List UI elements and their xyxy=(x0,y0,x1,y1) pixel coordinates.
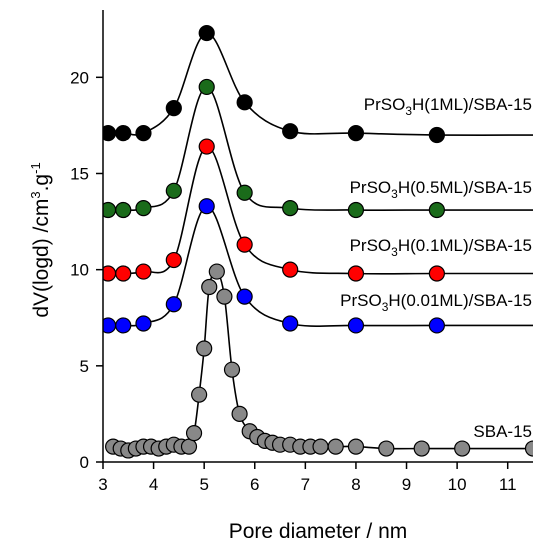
data-point-3-4 xyxy=(198,198,215,215)
data-point-2-6 xyxy=(282,261,299,278)
data-point-3-8 xyxy=(428,317,445,334)
data-point-1-2 xyxy=(135,200,152,217)
data-point-4-27 xyxy=(312,438,329,455)
series-line-0 xyxy=(108,32,533,136)
data-point-3-7 xyxy=(347,317,365,334)
data-point-2-7 xyxy=(347,265,365,282)
data-point-2-4 xyxy=(198,138,215,155)
data-point-2-5 xyxy=(236,236,253,253)
series-label-3: PrSO3H(0.01ML)/SBA-15 xyxy=(340,291,532,314)
labels-layer: Pore diameter / nm dV(logd) /cm3.g-1 PrSO3… xyxy=(28,93,533,543)
data-point-4-16 xyxy=(216,288,233,305)
data-point-4-13 xyxy=(196,340,213,357)
x-tick-label-3: 6 xyxy=(250,475,259,494)
series-layer xyxy=(103,24,533,459)
x-tick-label-2: 5 xyxy=(199,475,208,494)
y-tick-label-0: 0 xyxy=(80,453,89,472)
data-point-4-30 xyxy=(378,440,395,457)
data-point-0-1 xyxy=(115,125,132,142)
data-point-3-1 xyxy=(115,317,132,334)
x-tick-label-7: 10 xyxy=(448,475,467,494)
y-tick-label-4: 20 xyxy=(70,68,89,87)
x-tick-label-4: 7 xyxy=(301,475,310,494)
data-point-1-8 xyxy=(428,201,445,219)
x-tick-label-8: 11 xyxy=(499,475,517,494)
series-label-0: PrSO3H(1ML)/SBA-15 xyxy=(364,95,532,118)
data-point-3-2 xyxy=(135,315,152,332)
data-point-0-3 xyxy=(165,99,182,117)
data-point-3-6 xyxy=(282,315,299,332)
data-point-4-15 xyxy=(208,263,225,280)
data-point-4-31 xyxy=(413,440,430,457)
data-point-4-33 xyxy=(524,440,533,457)
data-point-1-6 xyxy=(282,200,299,217)
data-point-4-10 xyxy=(180,438,198,455)
data-point-0-5 xyxy=(236,94,253,111)
y-tick-label-3: 15 xyxy=(70,164,89,183)
y-tick-label-1: 5 xyxy=(80,357,89,376)
series-label-4: SBA-15 xyxy=(473,422,532,441)
series-label-2: PrSO3H(0.1ML)/SBA-15 xyxy=(350,236,532,259)
data-point-4-14 xyxy=(201,278,218,296)
data-point-0-8 xyxy=(428,126,445,144)
x-tick-label-0: 3 xyxy=(98,475,107,494)
data-point-2-3 xyxy=(165,251,182,269)
series-label-1: PrSO3H(0.5ML)/SBA-15 xyxy=(350,178,532,201)
data-point-3-5 xyxy=(236,288,253,305)
axes-layer: 3 4 5 6 7 8 9 10 11 0 5 10 15 20 xyxy=(70,10,533,494)
data-point-4-18 xyxy=(231,405,248,423)
data-point-1-1 xyxy=(115,201,132,219)
data-point-2-8 xyxy=(428,265,445,282)
data-point-0-6 xyxy=(282,123,299,140)
data-point-1-4 xyxy=(198,78,215,96)
data-point-4-11 xyxy=(185,425,203,442)
x-tick-label-1: 4 xyxy=(149,475,158,494)
data-point-2-2 xyxy=(135,263,152,280)
data-point-4-29 xyxy=(347,438,365,455)
data-point-4-32 xyxy=(454,440,471,457)
data-point-4-28 xyxy=(327,438,344,455)
data-point-1-5 xyxy=(236,184,253,201)
y-tick-label-2: 10 xyxy=(70,261,89,280)
x-tick-label-6: 9 xyxy=(402,475,411,494)
data-point-3-3 xyxy=(165,296,182,313)
data-point-0-7 xyxy=(347,125,365,142)
data-point-1-3 xyxy=(165,182,182,199)
data-point-2-1 xyxy=(115,265,132,282)
data-point-4-17 xyxy=(223,361,241,378)
data-point-0-4 xyxy=(198,24,215,42)
data-point-0-2 xyxy=(135,125,152,142)
data-point-1-7 xyxy=(347,201,365,219)
x-tick-label-5: 8 xyxy=(351,475,360,494)
y-axis-title: dV(logd) /cm3.g-1 xyxy=(28,162,53,317)
x-axis-title: Pore diameter / nm xyxy=(229,520,408,543)
data-point-4-12 xyxy=(191,386,208,403)
